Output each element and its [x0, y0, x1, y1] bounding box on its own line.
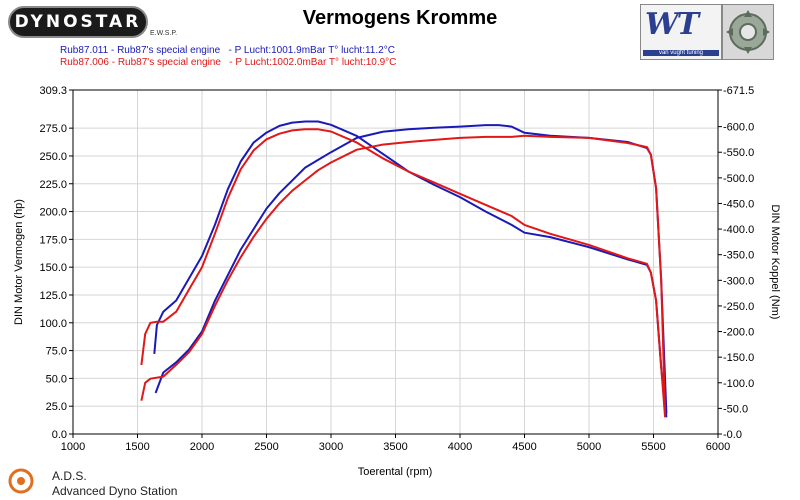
run-legend-1: Rub87.011 - Rub87's special engine - P L…: [60, 45, 395, 56]
y2-tick-label: -450.0: [723, 198, 754, 210]
y2-tick-label: -250.0: [723, 301, 754, 313]
x-tick-label: 3000: [319, 441, 343, 453]
dynostar-logo-small: E.W.S.P.: [150, 30, 178, 37]
wt-logo-text: WT: [645, 7, 699, 42]
y-tick-label: 309.3: [39, 85, 67, 97]
series-line-4: [140, 134, 667, 414]
run-legend-2: Rub87.006 - Rub87's special engine - P L…: [60, 57, 397, 68]
wt-logo-subtitle: van vught tuning: [643, 50, 719, 56]
y-tick-label: 75.0: [46, 346, 67, 358]
y2-tick-label: -100.0: [723, 378, 754, 390]
y-tick-label: 125.0: [39, 290, 67, 302]
y-tick-label: 50.0: [46, 373, 67, 385]
chart-title: Vermogens Kromme: [302, 7, 498, 29]
y-tick-label: 150.0: [39, 262, 67, 274]
y-tick-label: 200.0: [39, 207, 67, 219]
x-tick-label: 2000: [190, 441, 214, 453]
y2-tick-label: -0.0: [723, 429, 742, 441]
wt-logo: WT van vught tuning: [640, 4, 722, 60]
x-tick-label: 2500: [254, 441, 278, 453]
y2-tick-label: -671.5: [723, 85, 754, 97]
y-tick-label: 225.0: [39, 179, 67, 191]
y-axis-label: DIN Motor Vermogen (hp): [13, 199, 25, 325]
y-tick-label: 100.0: [39, 318, 67, 330]
ads-full-name: Advanced Dyno Station: [52, 484, 178, 498]
x-tick-label: 4000: [448, 441, 472, 453]
x-tick-label: 4500: [512, 441, 536, 453]
ads-short-name: A.D.S.: [52, 469, 87, 483]
y-tick-label: 0.0: [52, 429, 67, 441]
y2-tick-label: -200.0: [723, 327, 754, 339]
x-tick-label: 6000: [706, 441, 730, 453]
dynostar-logo-text: DYNOSTAR: [14, 12, 142, 32]
y2-tick-label: -50.0: [723, 403, 748, 415]
y2-tick-label: -150.0: [723, 352, 754, 364]
y-tick-label: 25.0: [46, 401, 67, 413]
dynostar-logo: DYNOSTAR: [8, 6, 148, 38]
x-tick-label: 5000: [577, 441, 601, 453]
x-tick-label: 1500: [125, 441, 149, 453]
ads-logo-icon: [8, 468, 34, 494]
series-line-2: [154, 124, 668, 414]
y2-tick-label: -500.0: [723, 173, 754, 185]
x-tick-label: 3500: [383, 441, 407, 453]
series-line-1: [153, 120, 668, 418]
series-line-3: [140, 128, 667, 418]
y2-tick-label: -300.0: [723, 275, 754, 287]
x-tick-label: 1000: [61, 441, 85, 453]
y-tick-label: 275.0: [39, 123, 67, 135]
y2-tick-label: -350.0: [723, 250, 754, 262]
y2-axis-label: DIN Motor Koppel (Nm): [769, 205, 781, 320]
y-tick-label: 250.0: [39, 151, 67, 163]
y2-tick-label: -400.0: [723, 224, 754, 236]
y-tick-label: 175.0: [39, 234, 67, 246]
x-axis-label: Toerental (rpm): [358, 466, 433, 478]
x-tick-label: 5500: [641, 441, 665, 453]
y2-tick-label: -550.0: [723, 147, 754, 159]
y2-tick-label: -600.0: [723, 122, 754, 134]
gear-logo-icon: [722, 4, 774, 60]
